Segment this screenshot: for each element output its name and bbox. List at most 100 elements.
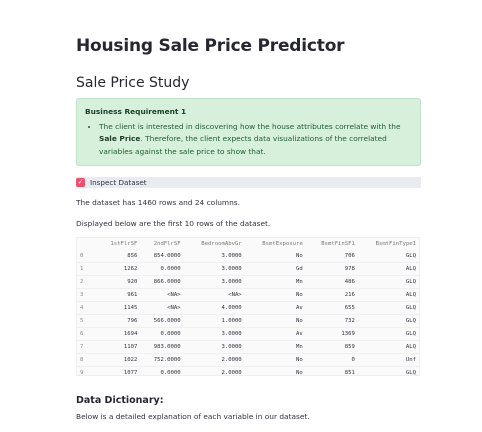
row-index: 7 — [77, 340, 97, 354]
table-cell: 655 — [305, 301, 358, 315]
table-cell: 732 — [305, 314, 358, 328]
table-intro-text: Displayed below are the first 10 rows of… — [76, 219, 271, 228]
table-cell: GLQ — [357, 301, 419, 315]
requirement-text-bold: Sale Price — [99, 134, 141, 143]
table-cell: 706 — [344, 253, 355, 259]
table-row: 0 856 854.0000 3.0000 No 706 GLQ — [77, 250, 419, 263]
table-cell: No — [244, 314, 306, 328]
table-cell: 3.0000 — [183, 275, 245, 289]
table-cell: 3.0000 — [183, 327, 245, 341]
column-header[interactable]: BedroomAbvGr — [201, 241, 242, 247]
dataset-table[interactable]: 1stFlrSF 2ndFlrSF BedroomAbvGr BsmtExposure… — [76, 237, 420, 379]
table-row: 8 1022 752.0000 2.0000 No 0 Unf — [77, 353, 419, 367]
table-cell: <NA> — [140, 288, 184, 302]
column-header[interactable]: 1stFlrSF — [110, 241, 138, 247]
column-header[interactable] — [77, 238, 97, 250]
table-cell: No — [244, 366, 306, 379]
table-cell: 983.0000 — [140, 340, 184, 354]
table-cell: ALQ — [357, 340, 419, 354]
dataset-info-text: The dataset has 1460 rows and 24 columns… — [76, 198, 241, 207]
table-cell: No — [295, 253, 303, 259]
table-cell: 1694 — [97, 327, 141, 341]
table-cell: <NA> — [140, 301, 184, 315]
table-cell: <NA> — [183, 288, 245, 302]
table-cell: GLQ — [357, 327, 419, 341]
row-index: 6 — [77, 327, 97, 341]
table-cell: 486 — [305, 275, 358, 289]
inspect-dataset-checkbox[interactable]: ✓ Inspect Dataset — [76, 177, 421, 188]
table-cell: 566.0000 — [140, 314, 184, 328]
column-header[interactable]: 2ndFlrSF — [153, 241, 181, 247]
table-cell: ALQ — [357, 262, 419, 276]
row-index: 8 — [77, 353, 97, 367]
table-cell: GLQ — [405, 253, 416, 259]
table-cell: 851 — [305, 366, 358, 379]
row-index: 3 — [77, 288, 97, 302]
column-header[interactable]: BsmtFinSF1 — [321, 241, 355, 247]
table-cell: 0.0000 — [140, 366, 184, 379]
table-cell: 0.0000 — [140, 327, 184, 341]
table-cell: GLQ — [357, 314, 419, 328]
table-cell: 752.0000 — [140, 353, 184, 367]
table-row: 7 1107 983.0000 3.0000 Mn 859 ALQ — [77, 340, 419, 354]
table-cell: 3.0000 — [221, 253, 242, 259]
table-cell: Av — [244, 327, 306, 341]
table-cell: 1262 — [97, 262, 141, 276]
requirement-text-after: . Therefore, the client expects data vis… — [99, 134, 387, 156]
table-cell: 856 — [127, 253, 138, 259]
column-header[interactable]: BsmtFinType1 — [375, 241, 416, 247]
table-cell: 0 — [305, 353, 358, 367]
row-index: 4 — [77, 301, 97, 315]
table-cell: Av — [244, 301, 306, 315]
table-row: 5 796 566.0000 1.0000 No 732 GLQ — [77, 314, 419, 328]
data-dictionary-intro: Below is a detailed explanation of each … — [76, 412, 310, 421]
table-cell: 3.0000 — [183, 340, 245, 354]
table-cell: Unf — [357, 353, 419, 367]
table-cell: 796 — [97, 314, 141, 328]
table-cell: 978 — [305, 262, 358, 276]
checkbox-checked-icon[interactable]: ✓ — [76, 178, 85, 187]
table-cell: 1077 — [97, 366, 141, 379]
table-cell: 4.0000 — [183, 301, 245, 315]
table-cell: 1145 — [97, 301, 141, 315]
requirement-list: The client is interested in discovering … — [85, 121, 412, 159]
table-cell: 0.0000 — [140, 262, 184, 276]
requirement-text-before: The client is interested in discovering … — [99, 121, 401, 131]
row-index: 5 — [77, 314, 97, 328]
table-cell: 866.0000 — [140, 275, 184, 289]
table-cell: 1022 — [97, 353, 141, 367]
table-cell: 3.0000 — [183, 262, 245, 276]
column-header[interactable]: BsmtExposure — [262, 241, 303, 247]
requirement-title: Business Requirement 1 — [85, 107, 187, 116]
table-row: 9 1077 0.0000 2.0000 No 851 GLQ — [77, 366, 419, 379]
table-cell: 854.0000 — [153, 253, 181, 259]
row-index: 9 — [77, 366, 97, 379]
table-cell: Mn — [244, 340, 306, 354]
row-index: 2 — [77, 275, 97, 289]
table-cell: No — [244, 288, 306, 302]
table-row: 4 1145 <NA> 4.0000 Av 655 GLQ — [77, 301, 419, 315]
table-cell: 1107 — [97, 340, 141, 354]
table-cell: 1369 — [305, 327, 358, 341]
table-cell: 2.0000 — [183, 366, 245, 379]
table-cell: GLQ — [357, 366, 419, 379]
table-row: 6 1694 0.0000 3.0000 Av 1369 GLQ — [77, 327, 419, 341]
table-cell: Mn — [244, 275, 306, 289]
page-title: Housing Sale Price Predictor — [76, 36, 345, 56]
table-cell: 920 — [97, 275, 141, 289]
checkbox-label: Inspect Dataset — [90, 178, 147, 187]
table-body: 0 856 854.0000 3.0000 No 706 GLQ 1 1262 0.0000 3.0… — [77, 250, 419, 379]
table-cell: 961 — [97, 288, 141, 302]
requirement-item: The client is interested in discovering … — [99, 121, 412, 159]
table-cell: No — [244, 353, 306, 367]
table-cell: 859 — [305, 340, 358, 354]
table-cell: 216 — [305, 288, 358, 302]
table-row: 1 1262 0.0000 3.0000 Gd 978 ALQ — [77, 262, 419, 276]
data-dictionary-title: Data Dictionary: — [76, 395, 164, 406]
row-index: 1 — [77, 262, 97, 276]
table-header-row: 1stFlrSF 2ndFlrSF BedroomAbvGr BsmtExposure… — [77, 238, 419, 250]
table-row: 2 920 866.0000 3.0000 Mn 486 GLQ — [77, 275, 419, 289]
table-row: 3 961 <NA> <NA> No 216 ALQ — [77, 288, 419, 302]
table-cell: 1.0000 — [183, 314, 245, 328]
